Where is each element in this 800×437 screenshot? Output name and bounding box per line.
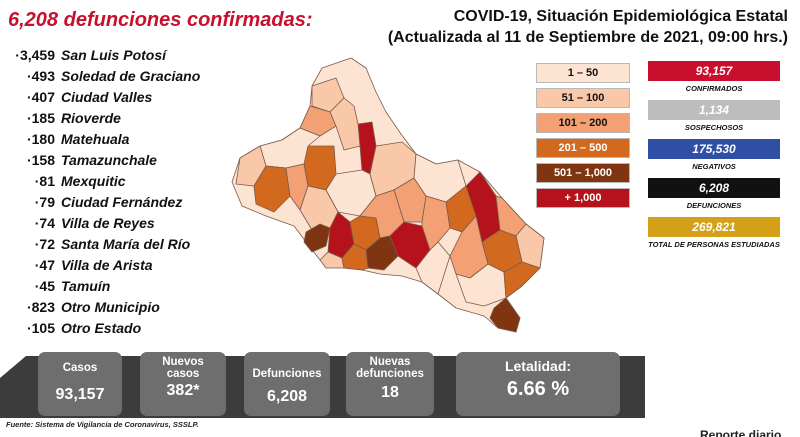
card-label: Defunciones <box>252 368 322 380</box>
card-value: 6.66 % <box>506 378 570 400</box>
death-count: 45 <box>6 278 61 294</box>
report-title-line1: COVID-19, Situación Epidemiológica Estat… <box>453 8 788 25</box>
municipality-name: San Luis Potosí <box>61 46 167 63</box>
stats-panel: 93,157 CONFIRMADOS 1,134 SOSPECHOSOS 175… <box>648 61 780 256</box>
stat-value-box: 175,530 <box>648 139 780 159</box>
stat-suspected: 1,134 SOSPECHOSOS <box>648 100 780 132</box>
stat-label: DEFUNCIONES <box>686 201 742 210</box>
stat-value-box: 269,821 <box>648 217 780 237</box>
map-region <box>303 223 331 253</box>
map-region <box>299 105 337 137</box>
headline: 6,208 defunciones confirmadas: <box>8 9 313 31</box>
municipality-name: Tamazunchale <box>61 151 157 168</box>
report-title-line2: (Actualizada al 11 de Septiembre de 2021… <box>387 29 788 46</box>
municipality-name: Otro Estado <box>61 319 142 336</box>
death-count: 79 <box>6 194 61 210</box>
municipality-name: Rioverde <box>61 109 121 126</box>
card-value: 18 <box>381 384 399 401</box>
municipality-name: Villa de Reyes <box>61 214 155 231</box>
legend-item: 51 – 100 <box>536 88 630 108</box>
death-count: 823 <box>6 299 61 315</box>
legend-item: 1 – 50 <box>536 63 630 83</box>
summary-card-cases: Casos 93,157 <box>38 352 122 416</box>
death-count: 180 <box>6 131 61 147</box>
municipality-name: Ciudad Fernández <box>61 193 183 210</box>
stat-label: NEGATIVOS <box>692 162 736 171</box>
municipality-name: Otro Municipio <box>61 298 160 315</box>
death-count: 493 <box>6 68 61 84</box>
death-count: 185 <box>6 110 61 126</box>
municipality-name: Tamuín <box>61 277 111 294</box>
card-label: Nuevas defunciones <box>356 356 424 380</box>
stat-confirmed: 93,157 CONFIRMADOS <box>648 61 780 93</box>
stat-value-box: 6,208 <box>648 178 780 198</box>
card-label: Casos <box>62 362 98 374</box>
stat-value-box: 93,157 <box>648 61 780 81</box>
report-tag: Reporte diario <box>700 428 782 437</box>
card-value: 6,208 <box>266 388 308 405</box>
stat-deaths: 6,208 DEFUNCIONES <box>648 178 780 210</box>
map-legend: 1 – 50 51 – 100 101 – 200 201 – 500 501 … <box>536 63 630 213</box>
stat-label: SOSPECHOSOS <box>684 123 744 132</box>
stat-value-box: 1,134 <box>648 100 780 120</box>
summary-card-lethality: Letalidad: 6.66 % <box>456 352 620 416</box>
stat-label: CONFIRMADOS <box>685 84 743 93</box>
stat-negative: 175,530 NEGATIVOS <box>648 139 780 171</box>
death-count: 74 <box>6 215 61 231</box>
report-title: COVID-19, Situación Epidemiológica Estat… <box>388 6 788 48</box>
card-label: Nuevos casos <box>162 356 204 380</box>
municipality-name: Mexquitic <box>61 172 126 189</box>
map-region <box>503 261 541 299</box>
municipality-name: Soledad de Graciano <box>61 67 201 84</box>
legend-item: 101 – 200 <box>536 113 630 133</box>
stat-total-studied: 269,821 TOTAL DE PERSONAS ESTUDIADAS <box>648 217 780 249</box>
map-region <box>341 243 369 271</box>
death-count: 158 <box>6 152 61 168</box>
summary-card-deaths: Defunciones 6,208 <box>244 352 330 416</box>
legend-item: 201 – 500 <box>536 138 630 158</box>
source-footnote: Fuente: Sistema de Vigilancia de Coronav… <box>6 420 199 429</box>
municipality-name: Ciudad Valles <box>61 88 153 105</box>
state-choropleth-map <box>231 57 545 333</box>
death-count: 81 <box>6 173 61 189</box>
municipality-name: Villa de Arista <box>61 256 153 273</box>
death-count: 407 <box>6 89 61 105</box>
map-region <box>329 97 361 151</box>
death-count: 47 <box>6 257 61 273</box>
card-value: 382* <box>166 382 200 399</box>
death-count: 3,459 <box>6 47 61 63</box>
death-count: 72 <box>6 236 61 252</box>
map-region <box>489 297 521 333</box>
summary-card-new-cases: Nuevos casos 382* <box>140 352 226 416</box>
municipality-name: Santa María del Río <box>61 235 191 252</box>
card-label: Letalidad: <box>504 358 572 374</box>
death-count: 105 <box>6 320 61 336</box>
card-value: 93,157 <box>55 386 105 403</box>
municipality-name: Matehuala <box>61 130 130 147</box>
summary-card-new-deaths: Nuevas defunciones 18 <box>346 352 434 416</box>
legend-item: 501 – 1,000 <box>536 163 630 183</box>
stat-label: TOTAL DE PERSONAS ESTUDIADAS <box>648 240 780 249</box>
legend-item: + 1,000 <box>536 188 630 208</box>
